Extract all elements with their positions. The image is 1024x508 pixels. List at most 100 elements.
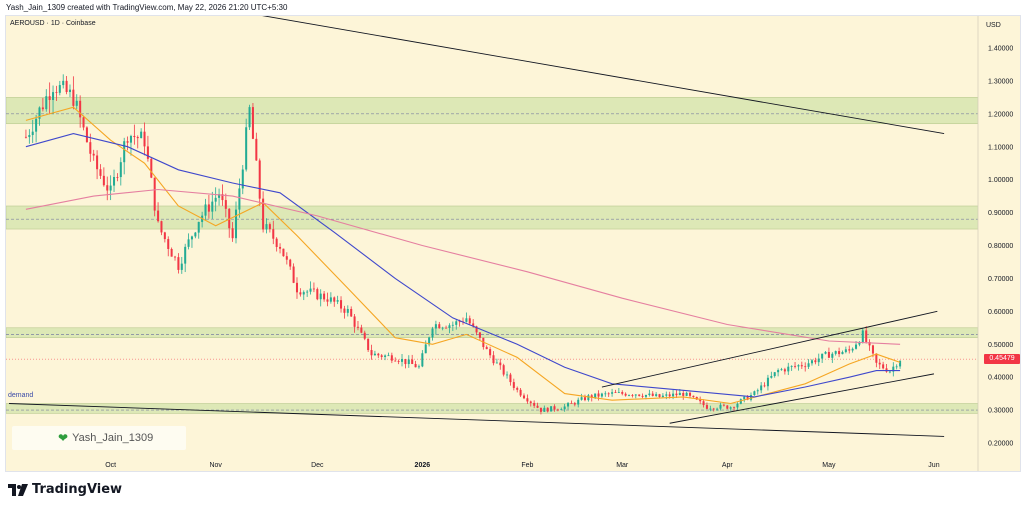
candle-body (688, 392, 692, 396)
candle-body (665, 394, 668, 396)
candle-body (817, 358, 820, 363)
candle-body (502, 365, 505, 375)
candle-body (651, 393, 654, 396)
currency-label[interactable]: USD (986, 22, 1001, 29)
candle-body (262, 198, 265, 230)
candle-body (563, 406, 566, 410)
candle-body (55, 92, 58, 93)
candle-body (763, 385, 766, 387)
candle-body (485, 347, 488, 350)
candle-body (621, 392, 624, 394)
zone-0 (6, 97, 979, 125)
candle-body (309, 288, 312, 292)
candle-body (560, 409, 563, 411)
candle-body (211, 201, 214, 212)
candle-body (699, 399, 702, 402)
candle-body (787, 366, 790, 372)
candle-body (268, 224, 271, 230)
candle-body (340, 300, 343, 309)
candle-body (48, 96, 51, 101)
candle-body (129, 135, 132, 143)
candle-body (404, 358, 407, 365)
chart-attribution: Yash_Jain_1309 created with TradingView.… (6, 3, 288, 12)
moving-average-line-0 (25, 106, 901, 405)
candle-body (143, 131, 146, 147)
candle-body (353, 316, 356, 327)
candle-body (644, 394, 647, 397)
candle-body (292, 266, 295, 283)
candle-body (543, 407, 546, 412)
candle-body (360, 327, 363, 333)
candle-body (299, 292, 302, 295)
candle-body (434, 324, 437, 329)
y-tick-label: 1.40000 (988, 46, 1013, 53)
candle-body (329, 297, 332, 302)
x-tick-label: Mar (616, 462, 629, 469)
candle-body (509, 374, 512, 383)
candle-body (522, 395, 526, 399)
candle-body (841, 352, 844, 355)
candle-body (489, 349, 492, 356)
candle-body (709, 408, 712, 410)
candle-body (875, 353, 878, 363)
candle-body (600, 393, 603, 397)
candle-body (536, 405, 539, 408)
candle-body (780, 369, 783, 371)
candle-body (519, 389, 522, 396)
candle-body (851, 348, 854, 351)
candle-body (682, 392, 685, 396)
candle-body (739, 399, 742, 404)
candle-body (716, 408, 719, 410)
candle-body (92, 153, 95, 156)
candle-body (512, 382, 515, 388)
candle-body (448, 325, 451, 328)
candle-body (384, 355, 387, 357)
candle-body (85, 127, 88, 143)
candle-body (136, 137, 139, 139)
candle-body (380, 355, 383, 357)
candle-body (221, 194, 224, 201)
candle-body (583, 397, 586, 401)
candle-body (367, 338, 370, 351)
candlestick-chart[interactable]: 1.40000 1.30000 1.20000 1.10000 1.00000 0.900… (6, 16, 1020, 471)
candle-body (333, 297, 336, 302)
candle-body (722, 404, 725, 406)
candle-body (807, 363, 810, 367)
candle-body (553, 406, 556, 410)
footer-brand: TradingView (8, 482, 122, 497)
candle-body (753, 391, 756, 396)
candle-body (672, 393, 675, 397)
candle-body (865, 330, 868, 342)
candle-body (441, 327, 444, 329)
candle-body (834, 351, 837, 354)
candle-body (163, 232, 166, 240)
candle-body (421, 353, 424, 367)
candle-body (214, 197, 217, 202)
candle-body (150, 158, 153, 178)
candle-body (231, 228, 234, 239)
candle-body (109, 185, 112, 191)
candle-body (255, 138, 258, 161)
candle-body (492, 355, 495, 364)
candle-body (594, 393, 597, 398)
candle-body (428, 337, 431, 345)
candle-body (417, 366, 420, 368)
candle-body (99, 169, 102, 176)
candle-body (41, 107, 44, 110)
candle-body (323, 293, 326, 300)
candle-body (475, 326, 478, 333)
candle-body (245, 127, 248, 170)
candle-body (438, 324, 441, 329)
y-tick-label: 0.30000 (988, 408, 1013, 415)
candle-body (746, 396, 749, 400)
candle-body (157, 210, 160, 222)
candle-body (827, 351, 830, 358)
candle-body (495, 362, 498, 364)
candle-body (580, 397, 583, 400)
candle-body (577, 399, 580, 405)
candle-body (241, 169, 244, 189)
candle-body (187, 239, 190, 247)
chart-area[interactable]: 1.40000 1.30000 1.20000 1.10000 1.00000 0.900… (5, 15, 1021, 472)
candle-body (539, 407, 542, 412)
candle-body (760, 385, 763, 391)
